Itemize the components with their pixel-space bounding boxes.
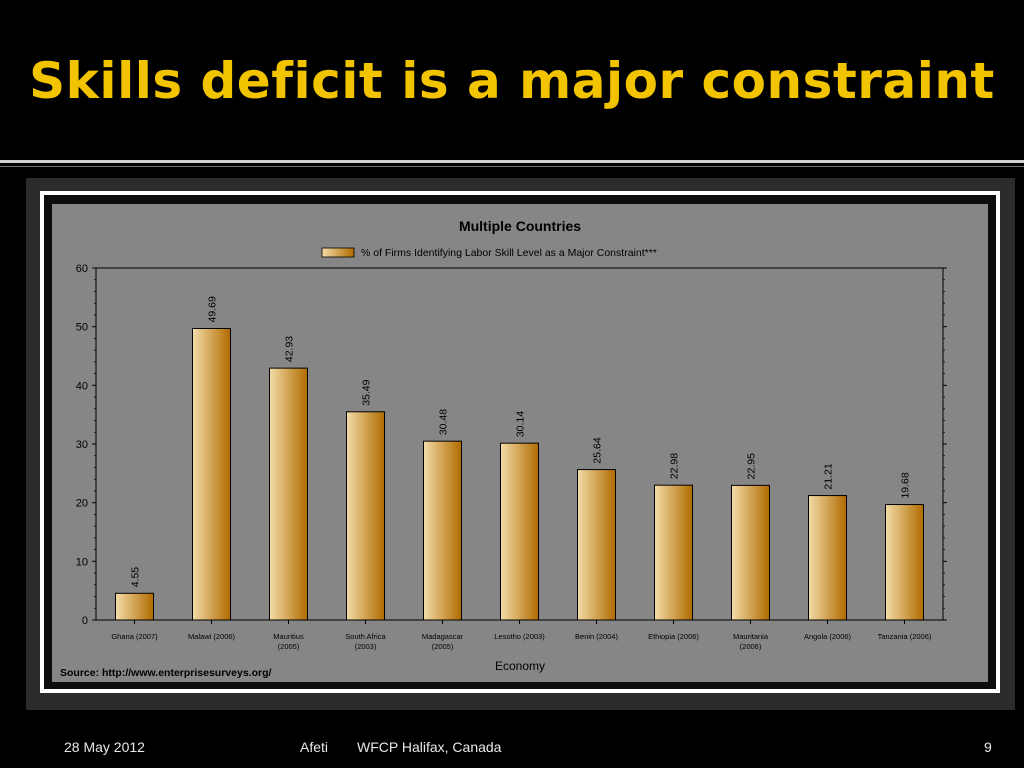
bar: [885, 504, 924, 621]
title-bar: [0, 0, 1024, 158]
bar: [500, 442, 539, 621]
x-tick-label: Ethiopia (2006): [648, 632, 699, 641]
data-label: 22.95: [746, 453, 758, 479]
y-tick-label: 60: [76, 263, 88, 275]
x-tick-label: South Africa: [345, 632, 386, 641]
x-tick-label: (2003): [355, 642, 377, 651]
footer-author: Afeti: [300, 739, 329, 755]
x-tick-label: Tanzania (2006): [878, 632, 932, 641]
bar: [654, 484, 693, 621]
x-tick-label: Angola (2006): [804, 632, 852, 641]
x-tick-label: Benin (2004): [575, 632, 618, 641]
data-label: 21.21: [823, 463, 835, 489]
data-label: 35.49: [361, 379, 373, 405]
data-label: 25.64: [592, 437, 604, 463]
y-tick-label: 10: [76, 556, 88, 568]
plot-area: 0 10 20 30 40 50 60 4.55 Ghana (2007) 49.69 Malawi…: [76, 263, 947, 651]
bar: [808, 495, 847, 621]
x-tick-label: (2005): [278, 642, 300, 651]
legend-swatch: [321, 247, 355, 258]
data-label: 30.14: [515, 411, 527, 437]
x-tick-label: Mauritius: [273, 632, 304, 641]
x-tick-label: Ghana (2007): [111, 632, 158, 641]
chart-source: Source: http://www.enterprisesurveys.org…: [60, 667, 271, 679]
title-divider: [0, 160, 1024, 163]
y-tick-label: 30: [76, 439, 88, 451]
x-tick-label: Lesotho (2003): [494, 632, 545, 641]
bar: [192, 327, 231, 621]
x-tick-label: Madagascar: [422, 632, 464, 641]
bar: [731, 484, 770, 621]
bar: [577, 469, 616, 621]
slide-title: Skills deficit is a major constraint: [29, 52, 995, 110]
y-tick-label: 20: [76, 498, 88, 510]
footer-event: WFCP Halifax, Canada: [357, 739, 502, 755]
data-label: 49.69: [207, 296, 219, 322]
data-label: 19.68: [900, 472, 912, 498]
x-tick-label: (2005): [432, 642, 454, 651]
chart-title: Multiple Countries: [459, 218, 581, 234]
data-label: 4.55: [130, 567, 142, 588]
data-label: 22.98: [669, 453, 681, 479]
x-tick-label: Mauritania: [733, 632, 769, 641]
y-tick-label: 50: [76, 322, 88, 334]
x-tick-label: Malawi (2006): [188, 632, 236, 641]
x-tick-label: (2006): [740, 642, 762, 651]
data-label: 30.48: [438, 409, 450, 435]
bar-chart: Multiple Countries % of Firms Identifyin…: [60, 218, 947, 679]
bar: [423, 440, 462, 621]
footer-date: 28 May 2012: [64, 739, 145, 755]
x-axis-label: Economy: [495, 659, 545, 673]
data-label: 42.93: [284, 336, 296, 362]
bar: [269, 367, 308, 621]
bar: [115, 592, 154, 621]
legend-label: % of Firms Identifying Labor Skill Level…: [361, 247, 657, 259]
y-tick-label: 0: [82, 615, 88, 627]
bar: [346, 411, 385, 621]
title-divider-thin: [0, 166, 1024, 167]
y-tick-label: 40: [76, 380, 88, 392]
page-number: 9: [984, 739, 992, 755]
